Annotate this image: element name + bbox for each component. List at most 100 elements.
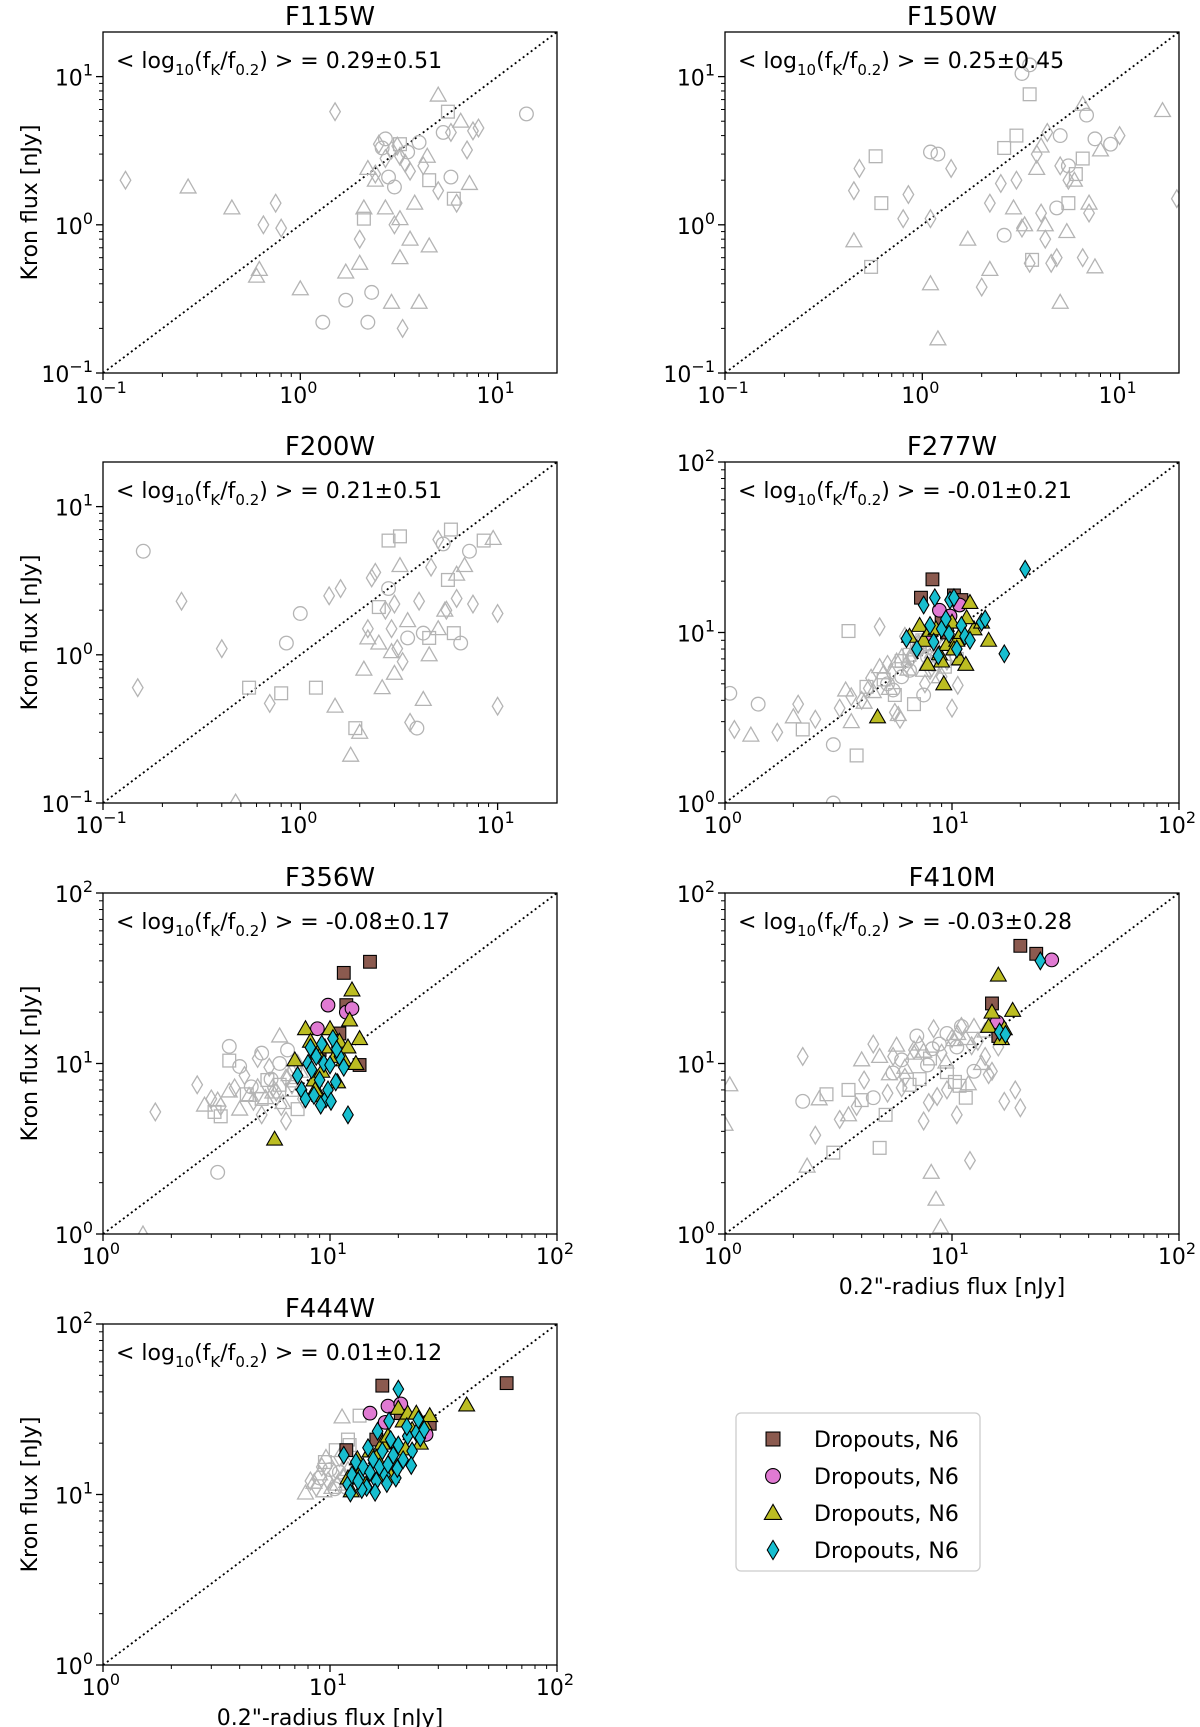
mean-ratio-annotation: < log10(fK/f0.2) > = 0.25±0.45 <box>738 49 1064 79</box>
gray-point-diamond <box>931 1086 944 1107</box>
gray-point-square <box>872 1140 887 1155</box>
dropout-point-diamond <box>313 1070 326 1090</box>
gray-point-triangle <box>296 1483 315 1500</box>
gray-point-diamond <box>269 193 282 214</box>
gray-point-diamond <box>334 578 347 599</box>
gray-point-triangle <box>1080 193 1099 210</box>
panel-title: F115W <box>285 2 375 32</box>
y-tick-label: 100 <box>55 1218 93 1249</box>
gray-point-circle <box>894 1052 910 1068</box>
gray-point-triangle <box>195 1095 214 1112</box>
dropout-point-diamond <box>948 587 960 608</box>
gray-point-diamond <box>251 1048 264 1069</box>
x-axis-label: 0.2"-radius flux [nJy] <box>217 1706 443 1727</box>
dropout-point-diamond <box>314 1095 327 1115</box>
gray-point-diamond <box>1050 247 1063 268</box>
gray-point-circle <box>243 1079 259 1095</box>
gray-point-diamond <box>229 792 242 803</box>
gray-point-square <box>878 1107 893 1122</box>
dropout-point-triangle <box>1003 1001 1022 1017</box>
gray-point-triangle <box>852 1050 871 1067</box>
gray-point-triangle <box>270 1026 289 1043</box>
gray-point-circle <box>272 1056 288 1071</box>
gray-point-circle <box>315 314 331 330</box>
gray-point-square <box>841 1082 856 1097</box>
dropout-point-diamond <box>1034 950 1047 971</box>
gray-point-triangle <box>447 564 466 581</box>
dropout-point-diamond <box>1019 559 1032 580</box>
gray-point-diamond <box>867 1034 880 1055</box>
gray-point-triangle <box>401 229 420 246</box>
gray-point-square <box>392 529 408 544</box>
y-tick-label: 10−1 <box>663 357 715 388</box>
gray-point-square <box>939 1065 954 1080</box>
dropout-point-diamond <box>950 639 963 659</box>
dropout-point-diamond <box>324 1055 336 1075</box>
gray-point-circle <box>880 676 896 692</box>
dropout-point-triangle <box>914 631 933 647</box>
gray-point-diamond <box>979 1046 992 1067</box>
gray-point-diamond <box>391 135 404 157</box>
gray-point-diamond <box>491 603 504 624</box>
gray-point-circle <box>461 543 477 559</box>
gray-point-diamond <box>279 1068 293 1089</box>
dropout-point-diamond <box>979 609 992 629</box>
gray-point-diamond <box>1045 253 1058 274</box>
gray-point-diamond <box>897 208 910 229</box>
gray-point-triangle <box>358 159 377 176</box>
dropout-point-diamond <box>362 1437 374 1458</box>
gray-point-triangle <box>484 529 503 546</box>
mean-ratio-annotation: < log10(fK/f0.2) > = 0.29±0.51 <box>116 49 442 79</box>
gray-point-diamond <box>1014 1097 1027 1118</box>
gray-point-diamond <box>1035 203 1048 224</box>
gray-point-square <box>1022 87 1037 102</box>
gray-point-diamond <box>792 694 805 715</box>
dropout-point-triangle <box>989 966 1008 982</box>
gray-point-triangle <box>855 692 874 709</box>
gray-point-triangle <box>864 682 883 699</box>
gray-point-circle <box>377 131 393 147</box>
panel-f444w: 100 101 102 100 101 102 F444W < log10(fK/f0.2) … <box>18 1294 574 1727</box>
y-tick-label: 101 <box>677 617 715 648</box>
dropout-point-square <box>375 1378 390 1393</box>
y-tick-label: 100 <box>677 1218 715 1249</box>
x-tick-label: 102 <box>536 1670 574 1701</box>
gray-point-diamond <box>940 1079 953 1100</box>
dropout-point-triangle <box>389 1399 408 1415</box>
gray-point-diamond <box>396 651 409 672</box>
dropout-point-triangle <box>296 1019 315 1036</box>
gray-point-diamond <box>275 218 288 239</box>
gray-point-diamond <box>950 1104 963 1125</box>
gray-point-diamond <box>945 158 958 179</box>
gray-point-diamond <box>887 1046 900 1067</box>
dropout-point-diamond <box>939 609 952 629</box>
dropout-point-diamond <box>376 1441 389 1461</box>
gray-point-triangle <box>220 1081 239 1098</box>
gray-point-square <box>446 626 461 641</box>
dropout-point-diamond <box>412 1409 425 1430</box>
gray-point-triangle <box>341 746 360 762</box>
panel-f356w: 100 101 102 100 101 102 F356W < log10(fK/f0.2) … <box>18 863 574 1270</box>
gray-point-diamond <box>444 122 457 143</box>
gray-point-circle <box>381 169 396 185</box>
gray-point-diamond <box>466 593 479 615</box>
panel-title: F444W <box>285 1294 375 1324</box>
gray-point-triangle <box>460 174 479 191</box>
dropout-point-diamond <box>917 595 930 615</box>
gray-point-triangle <box>1004 198 1023 215</box>
x-tick-label: 10−1 <box>75 808 127 839</box>
gray-point-diamond <box>491 696 504 717</box>
dropout-point-triangle <box>956 655 975 671</box>
legend-marker-triangle <box>763 1503 783 1521</box>
gray-point-triangle <box>414 690 433 707</box>
gray-point-square <box>371 600 386 615</box>
gray-point-square <box>795 722 810 737</box>
panel-title: F356W <box>285 863 375 893</box>
gray-point-square <box>1025 252 1040 267</box>
gray-point-triangle <box>921 274 940 291</box>
gray-point-triangle <box>398 611 417 628</box>
one-to-one-line <box>725 32 1179 373</box>
gray-point-triangle <box>926 1189 946 1206</box>
gray-point-triangle <box>1085 257 1104 274</box>
